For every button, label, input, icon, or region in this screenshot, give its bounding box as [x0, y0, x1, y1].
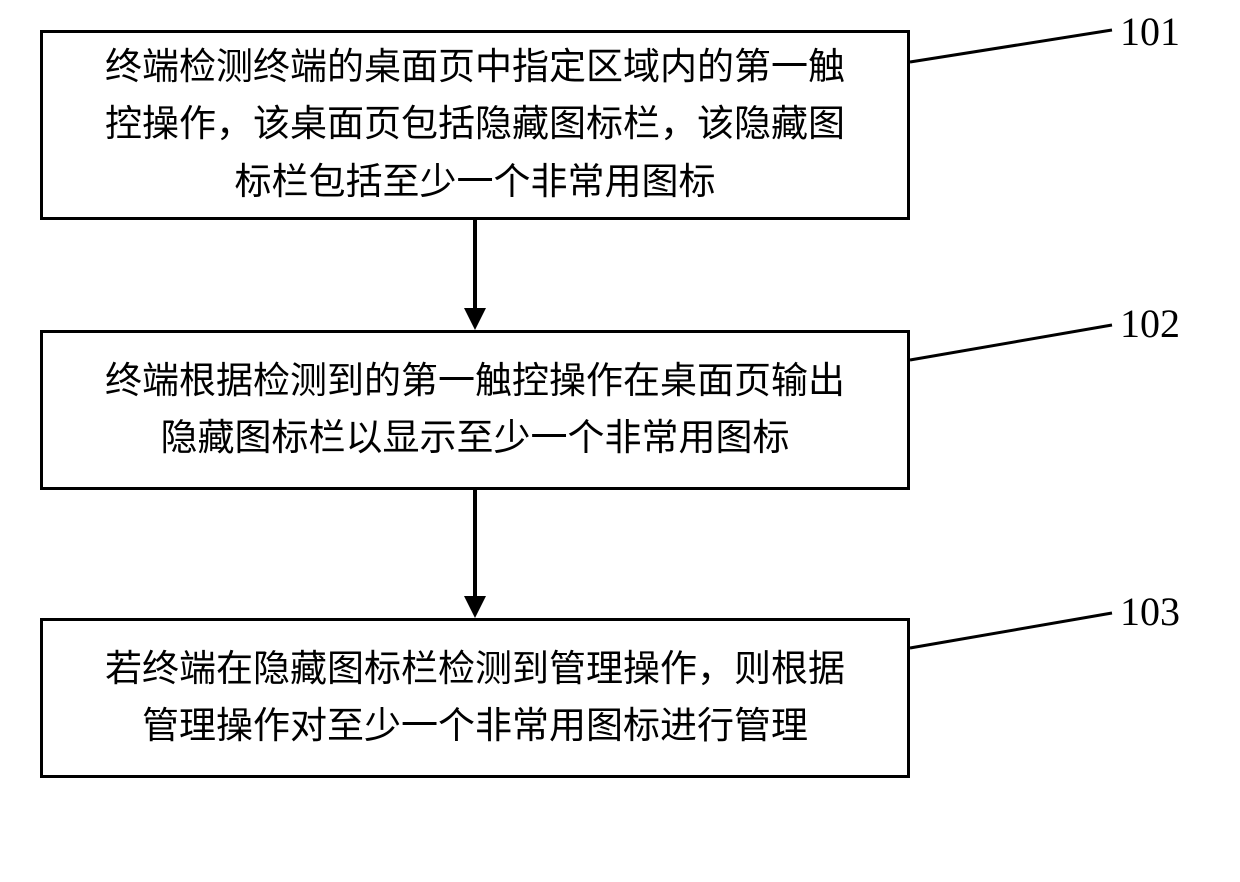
- arrow-1-to-2: [473, 220, 477, 310]
- node-text: 若终端在隐藏图标栏检测到管理操作，则根据 管理操作对至少一个非常用图标进行管理: [105, 641, 845, 756]
- arrow-head-icon: [464, 596, 486, 618]
- flowchart-node-101: 终端检测终端的桌面页中指定区域内的第一触 控操作，该桌面页包括隐藏图标栏，该隐藏…: [40, 30, 910, 220]
- arrow-2-to-3: [473, 490, 477, 598]
- flowchart-node-103: 若终端在隐藏图标栏检测到管理操作，则根据 管理操作对至少一个非常用图标进行管理: [40, 618, 910, 778]
- flowchart-node-102: 终端根据检测到的第一触控操作在桌面页输出 隐藏图标栏以显示至少一个非常用图标: [40, 330, 910, 490]
- node-label-101: 101: [1120, 8, 1180, 55]
- node-text: 终端根据检测到的第一触控操作在桌面页输出 隐藏图标栏以显示至少一个非常用图标: [105, 353, 845, 468]
- node-label-103: 103: [1120, 588, 1180, 635]
- arrow-head-icon: [464, 308, 486, 330]
- node-label-102: 102: [1120, 300, 1180, 347]
- flowchart-canvas: 终端检测终端的桌面页中指定区域内的第一触 控操作，该桌面页包括隐藏图标栏，该隐藏…: [0, 0, 1240, 882]
- node-text: 终端检测终端的桌面页中指定区域内的第一触 控操作，该桌面页包括隐藏图标栏，该隐藏…: [105, 39, 845, 211]
